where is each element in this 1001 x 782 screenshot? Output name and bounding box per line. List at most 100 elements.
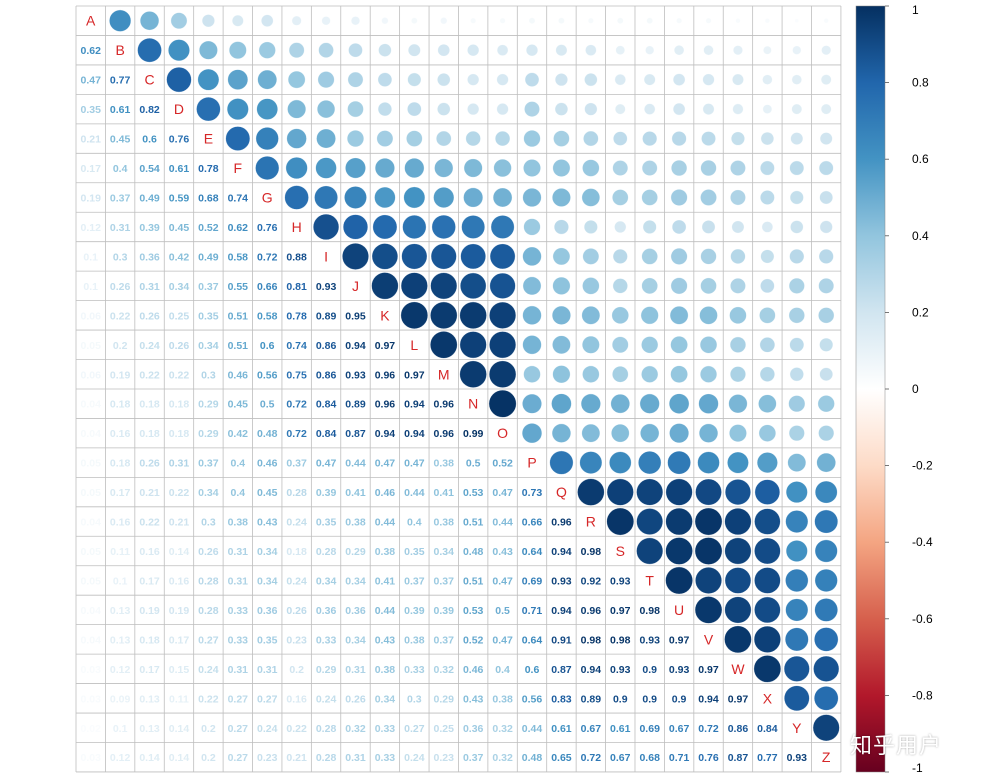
corr-value-E-B: 0.45 [110, 134, 131, 146]
corr-value-N-K: 0.96 [375, 399, 396, 411]
corr-circle-O-P [521, 422, 543, 444]
colorbar-tick-label: 1 [912, 3, 919, 17]
corr-circle-K-Q [551, 305, 572, 325]
diagonal-label-V: V [704, 631, 714, 647]
corr-value-S-D: 0.14 [169, 546, 190, 558]
corr-circle-F-Z [818, 160, 834, 176]
corr-circle-I-N [460, 243, 487, 270]
corr-value-W-D: 0.15 [169, 664, 190, 676]
corr-circle-A-W [735, 18, 741, 24]
corr-value-X-I: 0.24 [316, 693, 337, 705]
diagonal-label-I: I [324, 248, 328, 264]
corr-value-I-G: 0.72 [257, 251, 278, 263]
corr-value-M-D: 0.22 [169, 369, 190, 381]
corr-value-W-J: 0.31 [345, 664, 366, 676]
corr-circle-I-Z [818, 248, 834, 264]
corr-circle-K-V [699, 306, 718, 325]
corr-circle-N-P [522, 393, 543, 414]
corr-circle-M-U [670, 365, 688, 384]
corr-value-Z-A: 0.03 [80, 752, 101, 764]
corr-value-W-P: 0.6 [525, 664, 540, 676]
corr-circle-G-U [670, 188, 688, 207]
corr-circle-R-Z [814, 509, 839, 534]
corr-value-V-I: 0.33 [316, 634, 337, 646]
corr-value-I-H: 0.88 [286, 251, 307, 263]
corr-value-U-Q: 0.94 [551, 605, 572, 617]
corr-circle-P-X [756, 452, 778, 474]
corr-value-Z-N: 0.37 [463, 752, 484, 764]
corr-circle-A-L [410, 17, 418, 25]
corr-circle-I-W [730, 248, 746, 265]
corr-value-Y-M: 0.25 [434, 723, 455, 735]
corr-circle-K-W [729, 306, 747, 325]
corr-circle-C-N [467, 73, 480, 86]
corr-circle-F-G [255, 155, 280, 181]
corr-circle-M-Q [552, 365, 571, 384]
corr-value-U-P: 0.71 [522, 605, 543, 617]
diagonal-label-L: L [410, 337, 418, 353]
corr-circle-J-N [459, 272, 487, 300]
corr-circle-C-Y [791, 74, 803, 85]
corr-value-X-V: 0.94 [698, 693, 719, 705]
corr-value-Z-V: 0.76 [698, 752, 719, 764]
corr-value-N-D: 0.18 [169, 399, 190, 411]
corr-circle-C-L [407, 72, 422, 87]
corr-circle-H-Q [553, 219, 569, 235]
corr-circle-M-O [488, 360, 517, 388]
corr-circle-B-E [198, 40, 218, 60]
corr-value-V-U: 0.97 [669, 634, 690, 646]
diagonal-label-Y: Y [792, 720, 802, 736]
corr-value-T-H: 0.24 [286, 575, 307, 587]
corr-circle-M-T [641, 365, 659, 383]
corr-circle-D-L [407, 101, 422, 117]
corr-value-Q-N: 0.53 [463, 487, 484, 499]
corr-value-T-A: 0.05 [80, 575, 101, 587]
corr-value-L-K: 0.97 [375, 340, 396, 352]
corr-value-J-F: 0.55 [228, 281, 249, 293]
corr-circle-S-Z [814, 539, 838, 563]
corr-value-X-W: 0.97 [728, 693, 749, 705]
diagonal-label-H: H [292, 219, 302, 235]
corr-circle-A-H [291, 15, 302, 26]
corr-value-E-A: 0.21 [80, 134, 101, 146]
corr-value-W-H: 0.2 [289, 664, 304, 676]
corr-value-R-L: 0.4 [407, 517, 422, 529]
corr-circle-M-Y [789, 367, 804, 382]
corr-circle-E-N [465, 130, 481, 147]
corr-value-W-K: 0.38 [375, 664, 396, 676]
corr-value-W-N: 0.46 [463, 664, 484, 676]
corr-circle-C-X [762, 74, 773, 85]
corr-value-O-N: 0.99 [463, 428, 484, 440]
corr-value-Y-R: 0.67 [581, 723, 602, 735]
corr-circle-R-V [694, 507, 723, 536]
corr-value-V-G: 0.35 [257, 634, 278, 646]
colorbar-tick-label: -0.4 [912, 535, 933, 549]
corr-circle-E-V [701, 131, 716, 146]
corr-circle-R-S [606, 507, 635, 536]
corr-value-J-E: 0.37 [198, 281, 219, 293]
corr-circle-H-Y [790, 220, 804, 234]
corr-circle-I-S [612, 248, 628, 264]
corr-value-W-E: 0.24 [198, 664, 219, 676]
corr-value-U-I: 0.36 [316, 605, 337, 617]
corr-circle-J-K [371, 272, 399, 300]
corr-value-U-N: 0.53 [463, 605, 484, 617]
corr-value-T-S: 0.93 [610, 575, 631, 587]
corr-circle-F-I [315, 157, 337, 179]
corr-value-R-N: 0.51 [463, 517, 484, 529]
corr-circle-P-Y [787, 453, 807, 473]
corr-value-O-G: 0.48 [257, 428, 278, 440]
corr-circle-H-W [731, 220, 745, 234]
corr-circle-N-O [488, 389, 517, 418]
corr-circle-P-S [609, 451, 632, 474]
corr-value-D-B: 0.61 [110, 104, 131, 116]
corr-circle-E-O [494, 130, 511, 147]
corr-value-S-K: 0.38 [375, 546, 396, 558]
corr-circle-A-B [109, 9, 132, 32]
corr-circle-N-Q [551, 393, 572, 414]
corr-circle-N-X [758, 394, 777, 414]
corr-circle-H-L [402, 214, 427, 240]
corr-value-Q-F: 0.4 [231, 487, 246, 499]
corr-circle-I-V [700, 248, 717, 265]
